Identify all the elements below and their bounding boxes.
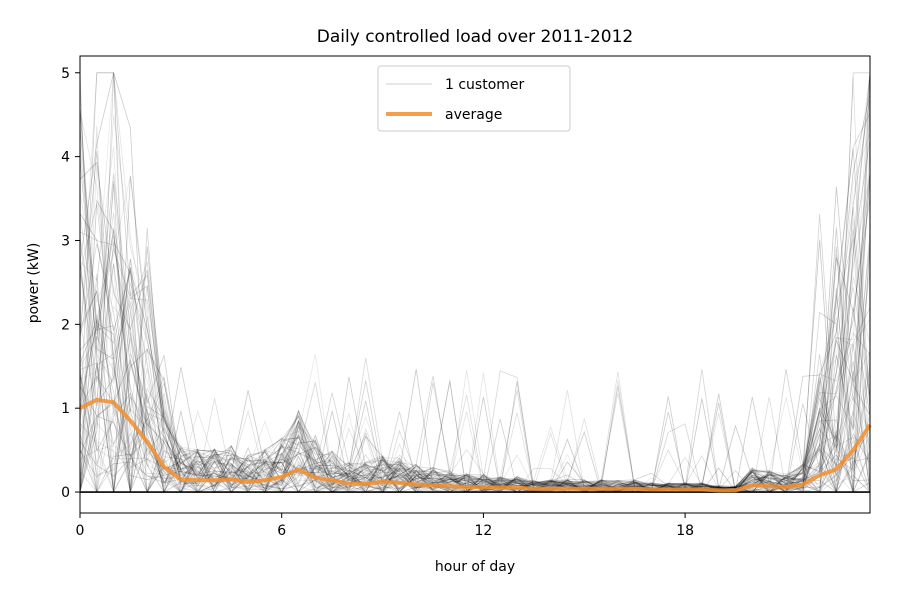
customer-line [79, 203, 871, 494]
legend-label-average: average [445, 107, 502, 123]
customer-line [79, 72, 871, 493]
legend: 1 customer average [377, 65, 571, 132]
customer-line [79, 254, 871, 493]
customer-line [79, 314, 871, 493]
customer-line [79, 72, 870, 494]
legend-label-customer: 1 customer [445, 77, 525, 93]
y-tick-label: 1 [61, 401, 70, 417]
customer-line [79, 72, 871, 494]
customer-line [79, 112, 871, 493]
customer-line [79, 72, 871, 494]
customer-line [79, 375, 871, 493]
customer-line [79, 307, 871, 494]
x-tick-label: 12 [474, 523, 492, 539]
y-tick-label: 2 [61, 317, 70, 333]
x-tick-label: 6 [277, 523, 286, 539]
customer-line [79, 72, 871, 493]
customer-line [79, 230, 871, 494]
customer-line [79, 72, 871, 493]
customer-line [79, 186, 871, 493]
average-series-group [79, 397, 872, 493]
y-tick-label: 3 [61, 233, 70, 249]
x-axis-label: hour of day [435, 559, 515, 575]
y-tick-label: 5 [61, 66, 70, 82]
customer-line [79, 72, 871, 493]
customer-line [79, 72, 871, 493]
y-tick-label: 4 [61, 150, 70, 166]
customer-line [79, 383, 871, 493]
customer-line [79, 287, 871, 493]
customer-lines [79, 71, 871, 494]
customer-line [79, 115, 870, 494]
customer-line [79, 276, 871, 493]
customer-line [79, 72, 871, 494]
average-line [79, 397, 872, 493]
chart-title: Daily controlled load over 2011-2012 [317, 27, 633, 47]
customer-line [79, 286, 871, 493]
x-tick-label: 18 [676, 523, 694, 539]
customer-line [79, 71, 871, 494]
customer-line [79, 113, 871, 493]
customer-line [79, 127, 871, 493]
customer-line [79, 318, 871, 493]
customer-line [79, 139, 871, 493]
customer-line [79, 72, 871, 493]
y-axis-label: power (kW) [26, 243, 42, 324]
customer-line [79, 126, 871, 494]
y-tick-label: 0 [61, 485, 70, 501]
x-tick-label: 0 [76, 523, 85, 539]
plot-frame [79, 55, 871, 514]
